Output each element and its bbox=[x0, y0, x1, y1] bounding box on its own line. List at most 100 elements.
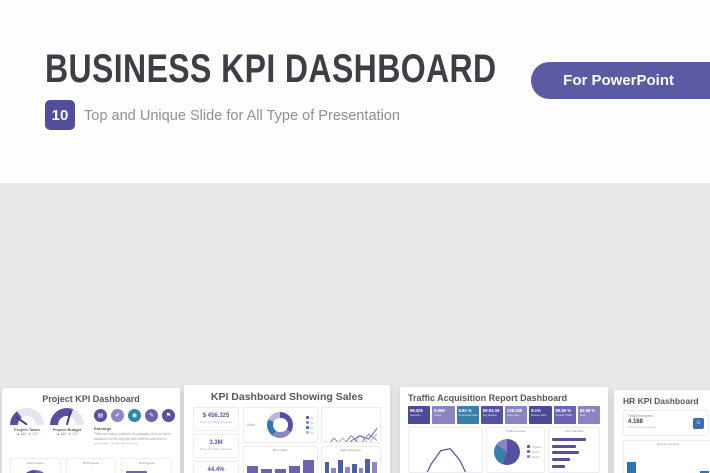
up-stat: ▲ 144 bbox=[16, 432, 26, 436]
slide-kpi-dashboard-showing-sales: KPI Dashboard Showing Sales $ 456.325 Th… bbox=[184, 385, 390, 473]
header: BUSINESS KPI DASHBOARD For PowerPoint 10… bbox=[0, 0, 710, 183]
panel-label: 06 Progress bbox=[138, 462, 155, 465]
stat-value: 4.168 bbox=[628, 419, 644, 425]
hbar-chart bbox=[126, 470, 167, 473]
pie-legend: Organic Direct Social bbox=[527, 445, 541, 459]
tile-value: 85.68 % bbox=[555, 408, 571, 413]
slide-title: Project KPI Dashboard bbox=[42, 394, 140, 404]
slide-count-badge: 10 bbox=[45, 100, 75, 130]
down-stat: ▼ 120 bbox=[68, 432, 78, 436]
tile-label: Organic Traffic bbox=[555, 414, 573, 417]
feature-icon: ✎ bbox=[145, 409, 158, 422]
pie-chart bbox=[493, 438, 520, 465]
stat-card: $ 456.325 There Are Many Variations bbox=[193, 407, 239, 431]
people-overview-panel: People overview bbox=[623, 440, 710, 473]
tile-value: 8.82 % bbox=[458, 408, 472, 413]
slide-title: Traffic Acquisition Report Dashboard bbox=[408, 393, 568, 403]
tile-label: Sessions bbox=[410, 414, 421, 417]
bar-chart bbox=[247, 455, 314, 473]
gauge-stats: ▲ 144 ▼ 120 bbox=[10, 432, 44, 436]
legend-text: Direct bbox=[531, 449, 539, 454]
gauge-stats: ▲ 144 ▼ 120 bbox=[50, 432, 84, 436]
legend-chip bbox=[305, 431, 309, 434]
hbar-chart bbox=[552, 436, 596, 470]
panel-label: 04 Progress bbox=[27, 462, 44, 465]
gauge-project-budget: Project Budget ▲ 144 ▼ 120 bbox=[50, 407, 84, 453]
legend-item: Direct bbox=[527, 450, 541, 454]
legend-text: Organic bbox=[531, 444, 542, 449]
gauge-chart bbox=[50, 408, 84, 425]
for-powerpoint-badge: For PowerPoint bbox=[531, 62, 710, 99]
slides-gallery: Project KPI Dashboard Project Tasks ▲ 14… bbox=[0, 183, 710, 473]
traffic-stat-tiles: 98.325 Sessions 8.968 Users 8.82 % Conve… bbox=[408, 406, 600, 424]
panel-label: People overview bbox=[656, 443, 679, 446]
feature-icon: ▤ bbox=[94, 409, 107, 422]
panel-label: Sales Revenue bbox=[340, 449, 361, 452]
panel-label: 05 Progress bbox=[82, 462, 100, 465]
legend-chip bbox=[527, 450, 531, 454]
stat-sub: 12% more than last year bbox=[628, 426, 657, 429]
legend-item: 02 bbox=[305, 420, 314, 425]
down-stat: ▼ 120 bbox=[28, 432, 38, 436]
feature-icons-row: ▤ ✔ ◉ ✎ ⚑ bbox=[94, 409, 175, 422]
legend-chip bbox=[527, 455, 531, 459]
feature-icon: ◉ bbox=[128, 409, 141, 422]
top-channels-panel: Top Channels bbox=[548, 427, 600, 473]
subtitle-text: Top and Unique Slide for All Type of Pre… bbox=[84, 106, 401, 124]
gauge-label: Project Tasks bbox=[14, 427, 40, 432]
wine-sales-panel: Wine Sales bbox=[243, 446, 318, 473]
stacked-bar-chart bbox=[627, 449, 709, 473]
stat-value: $ 456.325 bbox=[202, 413, 230, 420]
legend-chip bbox=[305, 416, 309, 419]
gauge-label: Project Budget bbox=[52, 427, 82, 432]
donut-legend: 01 02 03 04 bbox=[305, 415, 314, 435]
legend-item: 03 bbox=[305, 425, 314, 430]
tile-value: 8.1% bbox=[531, 408, 541, 413]
traffic-sources-panel: Traffic Sources Organic Direct Social bbox=[485, 427, 546, 473]
stat-text: Total Employees 4.168 12% more than last… bbox=[628, 414, 656, 432]
legend-text: 01 bbox=[310, 415, 314, 420]
sales-donut-panel: Sales 01 02 03 04 bbox=[243, 407, 318, 443]
panel-label: Traffic Sources bbox=[505, 430, 526, 433]
tile-label: Goal bbox=[579, 414, 586, 417]
traffic-chart-grid: Sessions Overview Traffic Sources Organi… bbox=[408, 427, 600, 473]
panel-label: Wine Sales bbox=[272, 449, 288, 452]
hr-stat-cards: Total Employees 4.168 12% more than last… bbox=[623, 410, 710, 436]
sales-rise-panel: Sales Rise bbox=[320, 407, 381, 443]
stat-tile: 128.388 Page View bbox=[505, 406, 528, 424]
legend-item: Social bbox=[527, 455, 541, 459]
people-icon: ☺ bbox=[693, 417, 704, 429]
stat-tile: 8.1% Bounce Rate bbox=[529, 406, 552, 424]
legend-text: 03 bbox=[310, 425, 314, 430]
gauge-chart bbox=[10, 408, 44, 425]
legend-chip bbox=[527, 445, 531, 449]
tile-label: Bounce Rate bbox=[531, 414, 547, 417]
tile-label: Avg Session bbox=[482, 414, 498, 417]
gauge-project-tasks: Project Tasks ▲ 144 ▼ 120 bbox=[10, 407, 44, 453]
donut-chart bbox=[267, 412, 294, 438]
feature-icon: ⚑ bbox=[162, 409, 175, 422]
tile-label: Users bbox=[434, 414, 442, 417]
legend-text: 04 bbox=[310, 430, 314, 435]
stat-tile: 8.968 Users bbox=[432, 406, 455, 424]
tile-value: 00:04:19 bbox=[482, 408, 500, 413]
hr-chart-row: People overview Gender by Employees bbox=[623, 440, 710, 473]
slide-title: KPI Dashboard Showing Sales bbox=[210, 391, 364, 403]
subtitle-row: 10 Top and Unique Slide for All Type of … bbox=[45, 100, 410, 130]
legend-text: 02 bbox=[310, 420, 314, 425]
stat-tile: 8.82 % Conversion Rate bbox=[456, 406, 479, 424]
page-title: BUSINESS KPI DASHBOARD bbox=[45, 47, 497, 91]
sales-stat-cards: $ 456.325 There Are Many Variations 3.3M… bbox=[193, 407, 239, 473]
project-top-row: Project Tasks ▲ 144 ▼ 120 Project Budget … bbox=[10, 407, 175, 453]
stat-label: Total Employees bbox=[628, 414, 653, 418]
slide-hr-kpi-dashboard: HR KPI Dashboard Total Employees 4.168 1… bbox=[614, 390, 710, 473]
earnings-title: Earnings bbox=[94, 426, 112, 431]
stat-tile: 98.325 Sessions bbox=[408, 406, 431, 424]
slide-traffic-acquisition-report-dashboard: Traffic Acquisition Report Dashboard 98.… bbox=[400, 387, 608, 473]
stat-card: Total Employees 4.168 12% more than last… bbox=[623, 410, 709, 436]
legend-text: Social bbox=[531, 454, 540, 459]
donut-row: Sales 01 02 03 04 bbox=[247, 410, 314, 440]
legend-item: Organic bbox=[527, 445, 541, 449]
